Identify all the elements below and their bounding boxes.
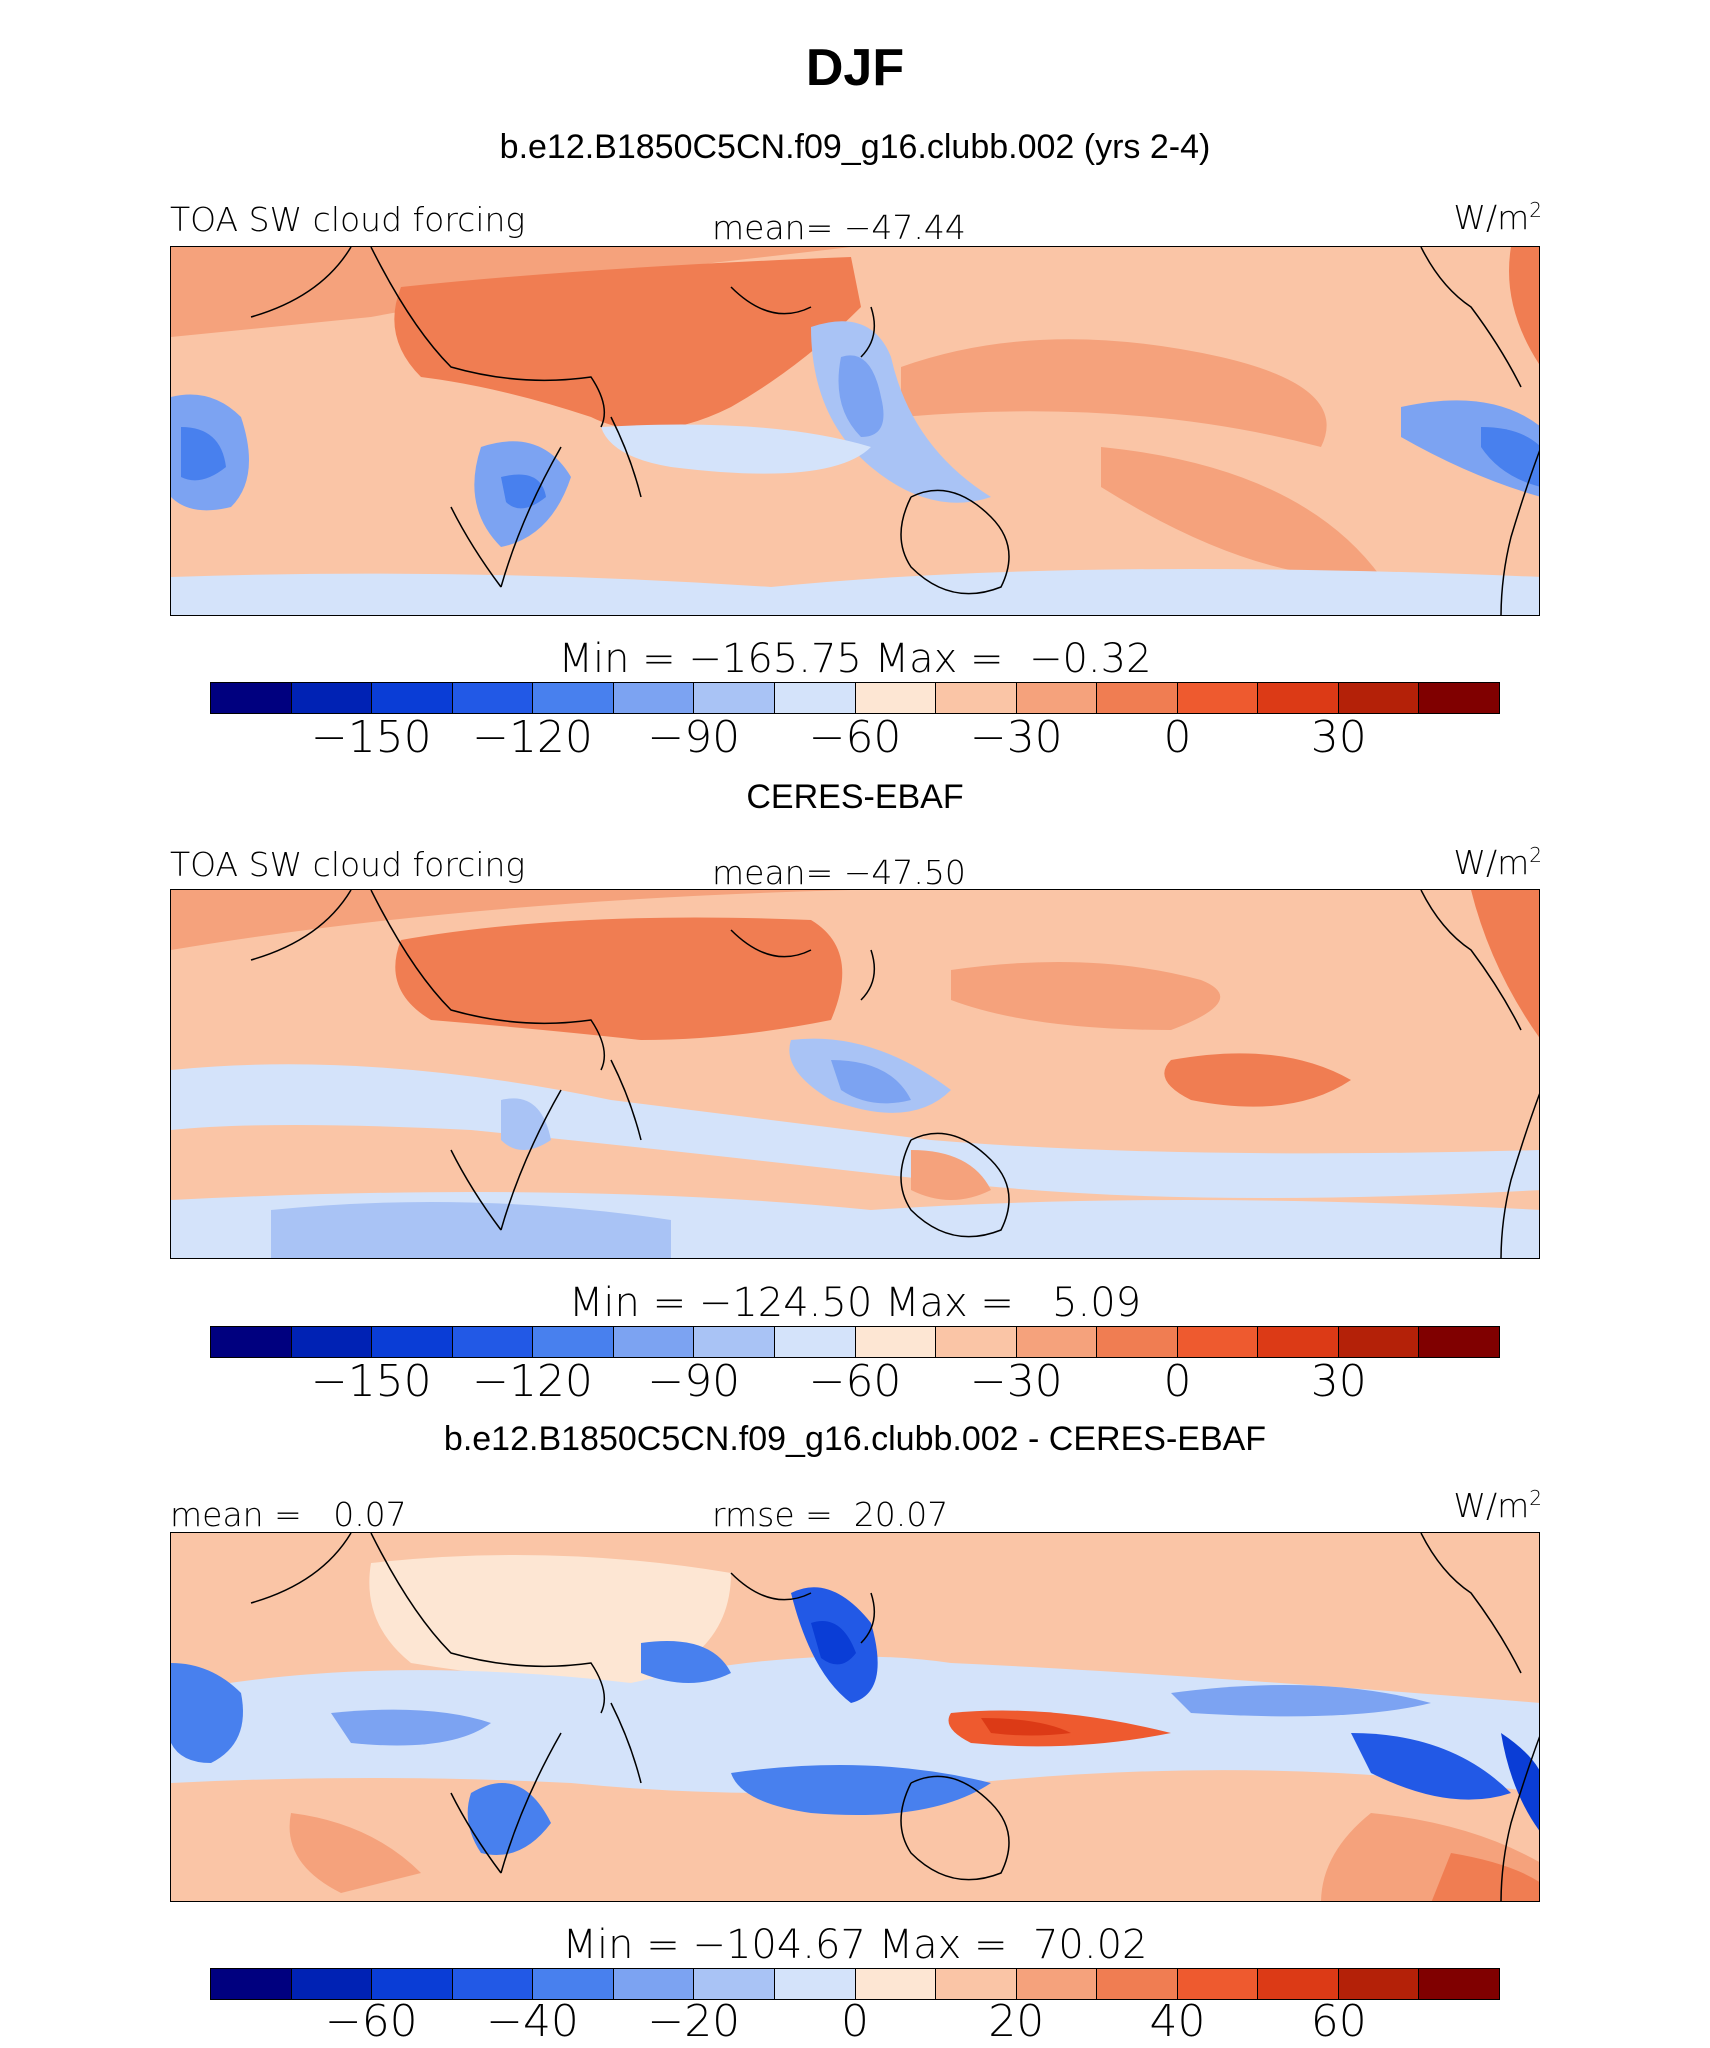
colorbar-swatch <box>774 1327 856 1357</box>
colorbar-swatch <box>452 1969 534 1999</box>
colorbar-swatch <box>613 1969 695 1999</box>
colorbar-swatch <box>372 1969 453 1999</box>
colorbar-swatch <box>533 1969 614 1999</box>
colorbar-swatch <box>1419 1969 1499 1999</box>
panel-3-minmax: Min = −104.67 Max = 70.02 <box>562 1922 1148 1968</box>
colorbar-swatch <box>291 1969 373 1999</box>
panel-2-units: W/m2 <box>1453 843 1542 882</box>
colorbar-tick: 20 <box>988 1996 1045 2047</box>
colorbar-tick: −40 <box>486 1996 579 2047</box>
colorbar-swatch <box>291 683 373 713</box>
colorbar-tick: 0 <box>1163 712 1192 763</box>
colorbar-swatch <box>1177 1969 1259 1999</box>
colorbar-swatch <box>613 1327 695 1357</box>
colorbar-tick: −30 <box>969 1356 1063 1407</box>
colorbar-swatch <box>694 1969 775 1999</box>
colorbar-tick: 30 <box>1310 1356 1367 1407</box>
colorbar-swatch <box>774 683 856 713</box>
colorbar-swatch <box>936 683 1017 713</box>
colorbar-swatch <box>613 683 695 713</box>
colorbar-swatch <box>211 1327 292 1357</box>
colorbar-tick: 60 <box>1310 1996 1367 2047</box>
panel-2-variable-label: TOA SW cloud forcing <box>170 845 526 884</box>
colorbar-swatch <box>1097 683 1178 713</box>
panel-3-units: W/m2 <box>1453 1486 1542 1525</box>
panel-1-ticks: −150 −120 −90 −60 −30 0 30 <box>210 712 1500 763</box>
colorbar-tick: −90 <box>647 1356 741 1407</box>
colorbar-swatch <box>452 1327 534 1357</box>
colorbar-swatch <box>1258 1327 1339 1357</box>
colorbar-tick: 0 <box>1163 1356 1192 1407</box>
panel-1-title: b.e12.B1850C5CN.f09_g16.clubb.002 (yrs 2… <box>499 128 1211 166</box>
panel-1-mean-label: mean= −47.44 <box>712 208 966 247</box>
colorbar-tick: 0 <box>841 1996 869 2047</box>
colorbar-swatch <box>1258 683 1339 713</box>
panel-2-mean-label: mean= −47.50 <box>712 853 966 892</box>
colorbar-swatch <box>372 1327 453 1357</box>
colorbar-swatch <box>694 1327 775 1357</box>
colorbar-swatch <box>855 1327 937 1357</box>
panel-3-map <box>170 1532 1540 1902</box>
colorbar-tick: −120 <box>472 1356 593 1407</box>
colorbar-swatch <box>291 1327 373 1357</box>
colorbar-swatch <box>533 683 614 713</box>
panel-2-title: CERES-EBAF <box>746 778 964 816</box>
colorbar-swatch <box>1258 1969 1339 1999</box>
colorbar-tick: −150 <box>310 1356 432 1407</box>
colorbar-swatch <box>694 683 775 713</box>
colorbar-swatch <box>774 1969 856 1999</box>
colorbar-tick: −60 <box>324 1996 418 2047</box>
colorbar-swatch <box>452 683 534 713</box>
colorbar-swatch <box>1177 683 1259 713</box>
panel-3-title: b.e12.B1850C5CN.f09_g16.clubb.002 - CERE… <box>443 1420 1267 1458</box>
panel-1-map <box>170 246 1540 616</box>
colorbar-swatch <box>936 1969 1017 1999</box>
colorbar-swatch <box>1177 1327 1259 1357</box>
colorbar-swatch <box>372 683 453 713</box>
page-title: DJF <box>805 39 905 97</box>
panel-3-rmse-label: rmse = 20.07 <box>712 1495 949 1534</box>
panel-2-ticks: −150 −120 −90 −60 −30 0 30 <box>210 1356 1500 1407</box>
colorbar-tick: −90 <box>647 712 741 763</box>
colorbar-swatch <box>855 683 937 713</box>
panel-2-minmax: Min = −124.50 Max = 5.09 <box>568 1280 1142 1326</box>
panel-3-mean-label: mean = 0.07 <box>170 1495 407 1534</box>
colorbar-swatch <box>1338 683 1420 713</box>
colorbar-tick: −20 <box>647 1996 741 2047</box>
colorbar-tick: −30 <box>969 712 1063 763</box>
colorbar-swatch <box>936 1327 1017 1357</box>
colorbar-tick: −60 <box>808 712 902 763</box>
colorbar-swatch <box>1338 1969 1420 1999</box>
colorbar-swatch <box>1419 1327 1499 1357</box>
colorbar-swatch <box>211 683 292 713</box>
colorbar-swatch <box>1419 683 1499 713</box>
colorbar-tick: −150 <box>310 712 432 763</box>
colorbar-swatch <box>1016 1969 1098 1999</box>
colorbar-swatch <box>855 1969 937 1999</box>
colorbar-swatch <box>1097 1969 1178 1999</box>
panel-3-ticks: −60 −40 −20 0 20 40 60 <box>210 1996 1500 2047</box>
colorbar-swatch <box>1016 683 1098 713</box>
colorbar-tick: 40 <box>1149 1996 1206 2047</box>
colorbar-tick: −60 <box>808 1356 902 1407</box>
panel-1-colorbar <box>210 682 1500 714</box>
colorbar-swatch <box>1016 1327 1098 1357</box>
panel-2-map <box>170 889 1540 1259</box>
colorbar-tick: −120 <box>472 712 593 763</box>
panel-3-colorbar <box>210 1968 1500 2000</box>
colorbar-swatch <box>1338 1327 1420 1357</box>
colorbar-swatch <box>211 1969 292 1999</box>
colorbar-tick: 30 <box>1310 712 1367 763</box>
colorbar-swatch <box>1097 1327 1178 1357</box>
colorbar-swatch <box>533 1327 614 1357</box>
panel-2-colorbar <box>210 1326 1500 1358</box>
panel-1-units: W/m2 <box>1453 198 1542 237</box>
panel-1-variable-label: TOA SW cloud forcing <box>170 200 526 239</box>
panel-1-minmax: Min = −165.75 Max = −0.32 <box>558 636 1152 682</box>
